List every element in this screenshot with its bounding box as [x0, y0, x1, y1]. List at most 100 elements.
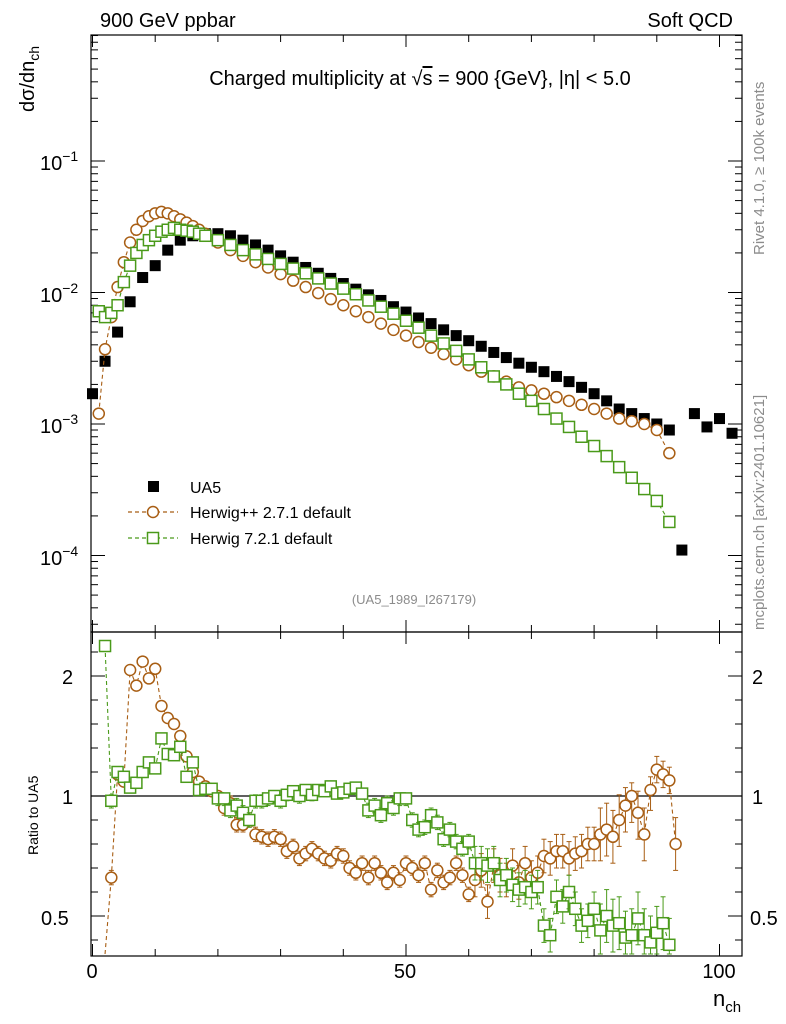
ratio-y-tick-label: 2 [62, 667, 73, 689]
ratio-point-herwigpp [669, 837, 682, 851]
data-point-ua5 [576, 381, 588, 393]
data-point-ua5 [250, 239, 262, 251]
ratio-point-herwig7 [387, 801, 400, 815]
data-point-ua5 [400, 306, 412, 318]
ratio-point-herwig7 [581, 914, 595, 928]
data-point-herwig7 [337, 282, 350, 295]
ratio-point-herwigpp [644, 783, 657, 797]
data-point-ua5 [588, 388, 600, 400]
data-point-ua5 [550, 370, 562, 382]
data-point-herwig7 [199, 229, 212, 243]
legend-item-ua5: UA5 [148, 480, 221, 497]
ratio-point-herwig7 [368, 799, 381, 812]
ratio-point-herwig7 [431, 816, 444, 829]
data-point-ua5 [287, 256, 299, 268]
data-point-herwig7 [500, 378, 513, 391]
data-point-ua5 [87, 388, 98, 400]
data-point-herwig7 [612, 460, 626, 474]
x-axis-label: nch [713, 986, 741, 1016]
ratio-point-herwigpp [355, 856, 369, 870]
ratio-point-herwig7 [638, 928, 651, 942]
ratio-point-herwigpp [286, 840, 300, 853]
data-point-herwigpp [349, 305, 363, 318]
ratio-point-herwig7 [148, 762, 162, 775]
legend-marker-herwigpp [146, 505, 160, 519]
data-point-ua5 [701, 421, 713, 433]
ratio-point-herwigpp [123, 663, 137, 677]
ratio-point-herwig7 [180, 770, 193, 784]
data-point-ua5 [500, 352, 512, 364]
legend-item-herwigpp: Herwig++ 2.7.1 default [128, 505, 352, 522]
data-point-ua5 [275, 250, 287, 262]
legend-label-herwigpp: Herwig++ 2.7.1 default [190, 505, 352, 522]
data-point-herwig7 [123, 259, 137, 272]
ratio-point-herwigpp [606, 830, 620, 844]
data-point-herwigpp [612, 412, 626, 425]
chart-title: Charged multiplicity at √s = 900 {GeV}, … [209, 68, 631, 90]
header-left: 900 GeV ppbar [100, 10, 236, 32]
data-point-ua5 [262, 244, 274, 256]
ratio-point-herwig7 [650, 926, 664, 940]
data-point-herwig7 [663, 515, 676, 529]
data-point-ua5 [626, 408, 638, 420]
data-point-herwig7 [462, 353, 475, 366]
ratio-point-herwigpp [380, 876, 394, 889]
ratio-point-herwigpp [148, 662, 162, 676]
ratio-point-herwigpp [362, 871, 375, 884]
data-point-herwig7 [224, 238, 237, 252]
data-point-herwig7 [412, 321, 425, 334]
data-point-herwigpp [92, 407, 106, 420]
ratio-point-herwigpp [167, 717, 181, 731]
data-point-herwigpp [663, 446, 676, 460]
data-point-herwigpp [575, 398, 588, 412]
x-tick-label: 50 [394, 961, 416, 983]
data-point-ua5 [174, 234, 186, 246]
data-point-herwigpp [123, 236, 137, 249]
x-tick-label: 0 [86, 961, 97, 983]
ratio-point-herwigpp [105, 871, 118, 884]
ratio-point-herwig7 [155, 732, 168, 745]
data-point-herwig7 [211, 233, 225, 247]
ratio-point-herwig7 [625, 928, 638, 942]
data-point-herwig7 [274, 257, 287, 271]
data-point-herwig7 [236, 243, 250, 257]
data-point-herwigpp [424, 341, 438, 355]
ratio-point-herwig7 [136, 765, 149, 779]
data-point-ua5 [676, 544, 688, 556]
ratio-point-herwigpp [274, 832, 287, 846]
ratio-point-herwigpp [612, 813, 626, 827]
ratio-point-herwig7 [537, 919, 551, 932]
data-point-ua5 [438, 324, 450, 336]
data-point-herwig7 [362, 294, 375, 307]
ratio-point-herwig7 [117, 770, 131, 784]
data-point-herwig7 [286, 262, 300, 275]
data-point-ua5 [538, 366, 550, 378]
ratio-point-herwigpp [349, 866, 363, 880]
data-point-herwig7 [437, 337, 450, 350]
data-point-ua5 [162, 244, 174, 256]
data-point-ua5 [601, 395, 613, 407]
data-point-ua5 [525, 361, 537, 373]
data-point-herwigpp [130, 223, 143, 237]
ratio-point-herwig7 [418, 820, 432, 834]
ratio-point-herwig7 [531, 880, 544, 894]
data-point-herwigpp [299, 280, 312, 294]
ratio-point-herwigpp [337, 849, 350, 863]
legend-marker-ua5 [148, 481, 159, 492]
ratio-point-herwigpp [431, 864, 444, 877]
ratio-point-herwig7 [631, 912, 645, 925]
data-point-ua5 [563, 376, 575, 388]
ratio-point-herwigpp [374, 866, 388, 880]
ratio-y-axis-label: Ratio to UA5 [25, 775, 41, 855]
ratio-point-herwigpp [130, 679, 143, 692]
series-line [98, 211, 670, 454]
data-point-herwigpp [600, 407, 613, 420]
data-point-herwig7 [575, 430, 588, 443]
ratio-point-herwig7 [500, 868, 513, 882]
y-tick-label: 10−3 [40, 411, 78, 438]
data-point-ua5 [137, 272, 149, 284]
data-point-herwig7 [311, 272, 325, 285]
data-point-herwigpp [550, 390, 563, 404]
ratio-point-herwigpp [638, 828, 651, 841]
data-point-ua5 [613, 403, 625, 415]
